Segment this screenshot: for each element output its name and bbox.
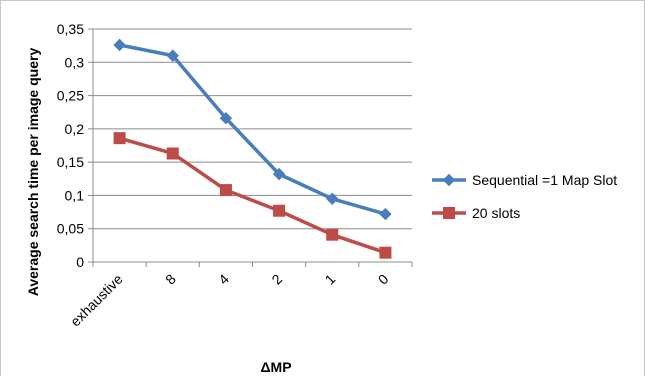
y-tick-label: 0,1 [65, 187, 85, 203]
series-line-1 [119, 43, 386, 216]
x-tick-labels: exhaustive 8 4 2 1 0 [67, 271, 392, 330]
series-line-2 [119, 136, 386, 255]
legend-label: Sequential =1 Map Slot [472, 172, 617, 188]
y-tick-label: 0,15 [57, 154, 84, 170]
series-1-point [326, 192, 339, 205]
legend: Sequential =1 Map Slot 20 slots [432, 172, 617, 221]
x-tick-label: 4 [215, 271, 232, 288]
y-tick-labels: 0 0,05 0,1 0,15 0,2 0,25 0,3 0,35 [57, 21, 84, 270]
series-1-point [272, 167, 286, 181]
series-1-point [113, 38, 126, 52]
y-tick-label: 0,3 [65, 54, 85, 70]
x-tick-label: exhaustive [67, 271, 126, 330]
y-tick-label: 0,05 [57, 221, 84, 237]
gridlines [93, 28, 412, 230]
y-tick-label: 0,35 [57, 21, 84, 37]
legend-marker [443, 207, 455, 219]
y-tick-label: 0 [76, 254, 84, 270]
series-1-point [219, 111, 233, 125]
series-2-point [113, 132, 126, 145]
legend-label: 20 slots [472, 205, 520, 221]
legend-marker [442, 173, 456, 187]
series [113, 38, 392, 259]
series-1-point [379, 207, 392, 221]
series-2-point [326, 228, 339, 241]
series-1-point [166, 49, 179, 62]
y-tick-label: 0,2 [65, 121, 85, 137]
series-2-point [273, 204, 286, 217]
x-tick-label: 2 [268, 271, 285, 288]
x-tick-label: 0 [375, 271, 392, 288]
x-tick-label: 8 [162, 271, 179, 288]
y-axis-title: Average search time per image query [25, 48, 41, 297]
y-tick-label: 0,25 [57, 88, 84, 104]
series-2-point [219, 184, 232, 197]
series-2-point [166, 147, 179, 160]
x-tick-label: 1 [322, 271, 339, 288]
series-2-point [379, 246, 392, 259]
x-axis-title: ΔMP [260, 359, 291, 375]
axes [88, 28, 413, 267]
